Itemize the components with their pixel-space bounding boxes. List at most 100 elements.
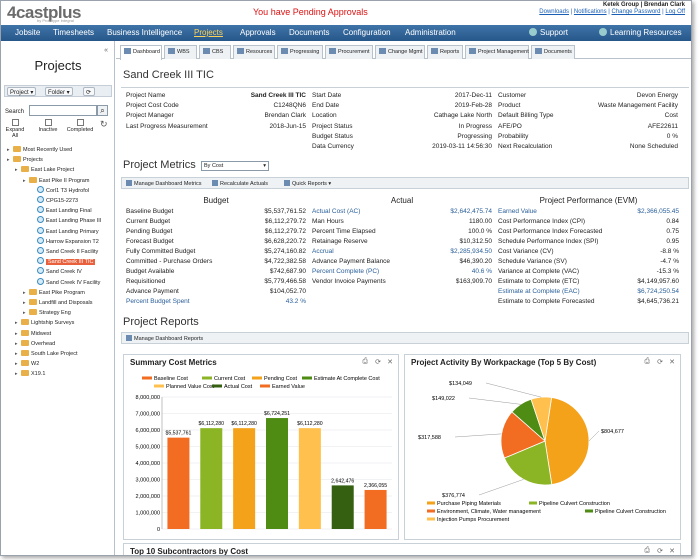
reload-icon[interactable]: ↻ xyxy=(100,119,108,129)
tree-item-sand-creek-iii-tic[interactable]: Sand Creek III TIC xyxy=(31,257,96,267)
bar-pending-cost[interactable] xyxy=(233,428,256,529)
manage-dashboard-reports-button[interactable]: Manage Dashboard Reports xyxy=(126,335,203,342)
tree-item-sand-creek-ii-facility[interactable]: Sand Creek II Facility xyxy=(31,247,98,257)
tab-reports[interactable]: Reports xyxy=(427,45,463,59)
tab-wbs[interactable]: WBS xyxy=(164,45,197,59)
expand-icon[interactable]: ▸ xyxy=(15,320,18,327)
logo[interactable]: 4castplus xyxy=(7,3,81,22)
downloads-link[interactable]: Downloads xyxy=(539,9,569,15)
tab-project-management[interactable]: Project Management xyxy=(465,45,529,59)
tree-item-projects[interactable]: ▸ Projects xyxy=(7,155,43,165)
bar-earned-value[interactable] xyxy=(364,489,387,529)
bar-actual-cost[interactable] xyxy=(331,485,354,529)
pie-slice-pipeline-culvert-construction[interactable] xyxy=(503,440,553,486)
expand-icon[interactable]: ▸ xyxy=(15,167,18,174)
project-search-input[interactable] xyxy=(29,105,97,116)
manage-dashboard-metrics-button[interactable]: Manage Dashboard Metrics xyxy=(126,180,202,187)
bar-current-cost[interactable] xyxy=(200,428,223,529)
tab-documents[interactable]: Documents xyxy=(531,45,575,59)
expand-icon[interactable]: ▸ xyxy=(15,340,18,347)
expand-icon[interactable]: ▸ xyxy=(23,177,26,184)
close-icon[interactable]: ✕ xyxy=(669,548,675,555)
nav-administration[interactable]: Administration xyxy=(405,28,456,37)
tree-item-corl1-t3-hydrofol[interactable]: Corl1 T3 Hydrofol xyxy=(31,185,89,196)
tree-item-east-landing-primary[interactable]: East Landing Primary xyxy=(31,226,99,237)
nav-jobsite[interactable]: Jobsite xyxy=(15,28,41,37)
tree-item-east-pike-program[interactable]: ▸ East Pike Program xyxy=(23,288,85,298)
refresh-icon[interactable]: ⟳ xyxy=(657,359,663,366)
metrics-select[interactable]: By Cost ▾ xyxy=(201,161,269,171)
tree-item-east-landing-final[interactable]: East Landing Final xyxy=(31,206,92,216)
tree-item-harrow-expansion-t2[interactable]: Harrow Expansion T2 xyxy=(31,236,99,247)
tree-item-overhead[interactable]: ▸ Overhead xyxy=(15,339,55,349)
tree-item-landfill-and-disposals[interactable]: ▸ Landfill and Disposals xyxy=(23,298,93,308)
inactive-checkbox[interactable]: Inactive xyxy=(37,119,59,133)
close-icon[interactable]: ✕ xyxy=(669,359,675,366)
expand-icon[interactable]: ▸ xyxy=(15,330,18,337)
bar-value-label: $6,724,251 xyxy=(264,411,290,417)
expand-icon[interactable]: ▸ xyxy=(7,147,10,153)
expand-icon[interactable]: ▸ xyxy=(15,351,18,357)
notifications-link[interactable]: Notifications xyxy=(573,9,607,15)
tab-change-mgmt[interactable]: Change Mgmt xyxy=(375,45,425,59)
expand-icon[interactable]: ▸ xyxy=(23,310,26,317)
folder-menu-button[interactable]: Folder ▾ xyxy=(45,87,73,96)
tree-item-cpg15-2273[interactable]: CPG15-2273 xyxy=(31,196,78,206)
expand-icon[interactable]: ▸ xyxy=(15,361,18,368)
expand-icon[interactable]: ▸ xyxy=(7,157,10,164)
expand-icon[interactable]: ▸ xyxy=(23,289,26,296)
project-menu-button[interactable]: Project ▾ xyxy=(7,87,37,96)
quick-reports-button[interactable]: Quick Reports ▾ xyxy=(284,180,331,187)
nav-projects[interactable]: Projects xyxy=(194,28,223,37)
tab-dashboard[interactable]: Dashboard xyxy=(120,45,162,60)
pie-slice-purchase-piping-materials[interactable] xyxy=(544,397,590,485)
bar-planned-value-cost[interactable] xyxy=(298,428,321,529)
expand-icon[interactable]: ▸ xyxy=(23,300,26,306)
bar-baseline-cost[interactable] xyxy=(167,437,190,529)
pending-approvals-notice[interactable]: You have Pending Approvals xyxy=(253,7,368,17)
nav-configuration[interactable]: Configuration xyxy=(343,28,391,37)
refresh-icon[interactable]: ⟳ xyxy=(657,548,663,555)
tree-item-east-landing-phase-iii[interactable]: East Landing Phase III xyxy=(31,216,101,226)
search-icon[interactable]: ⌕ xyxy=(97,105,108,116)
bar-estimate-at-complete-cost[interactable] xyxy=(266,418,288,529)
nav-approvals[interactable]: Approvals xyxy=(240,28,276,37)
recalculate-actuals-button[interactable]: Recalculate Actuals xyxy=(212,180,268,187)
close-icon[interactable]: ✕ xyxy=(387,359,393,366)
refresh-icon[interactable]: ⟳ xyxy=(375,359,381,366)
tab-cbs[interactable]: CBS xyxy=(199,45,231,59)
tree-item-sand-creek-iv-facility[interactable]: Sand Creek IV Facility xyxy=(31,277,100,288)
export-icon[interactable]: ⎙ xyxy=(644,358,650,365)
tab-procurement[interactable]: Procurement xyxy=(325,45,373,59)
pie-slice-environment-climate-water-management[interactable] xyxy=(500,411,546,459)
tree-item-midwest[interactable]: ▸ Midwest xyxy=(15,329,51,339)
tree-item-x19-1[interactable]: ▸ X19.1 xyxy=(15,369,45,379)
export-icon[interactable]: ⎙ xyxy=(644,547,650,554)
folder-icon xyxy=(29,309,37,316)
actual-header: Actual xyxy=(390,196,414,205)
collapse-sidebar-icon[interactable]: « xyxy=(104,47,108,54)
refresh-tree-icon[interactable]: ⟳ xyxy=(83,87,95,96)
nav-business-intelligence[interactable]: Business Intelligence xyxy=(107,28,183,37)
tab-progressing[interactable]: Progressing xyxy=(277,45,323,59)
tree-item-label: X19.1 xyxy=(31,371,46,378)
tree-item-south-lake-project[interactable]: ▸ South Lake Project xyxy=(15,349,77,359)
nav-support[interactable]: Support xyxy=(529,28,568,37)
nav-documents[interactable]: Documents xyxy=(289,28,330,37)
nav-timesheets[interactable]: Timesheets xyxy=(53,28,95,37)
completed-checkbox[interactable]: Completed xyxy=(65,119,95,133)
tab-resources[interactable]: Resources xyxy=(233,45,275,59)
tree-item-east-pike-ii-program[interactable]: ▸ East Pike II Program xyxy=(23,176,89,186)
tree-item-lightship-surveys[interactable]: ▸ Lightship Surveys xyxy=(15,318,74,328)
export-icon[interactable]: ⎙ xyxy=(362,358,368,365)
tree-item-east-lake-project[interactable]: ▸ East Lake Project xyxy=(15,165,74,175)
expand-icon[interactable]: ▸ xyxy=(15,371,18,378)
tree-item-sand-creek-iv[interactable]: Sand Creek IV xyxy=(31,267,82,277)
expand-all-checkbox[interactable]: Expand All xyxy=(5,119,25,139)
log-off-link[interactable]: Log Off xyxy=(665,9,685,15)
tree-item-w2[interactable]: ▸ W2 xyxy=(15,359,39,369)
change-password-link[interactable]: Change Password xyxy=(611,9,661,15)
tree-item-most-recently-used[interactable]: ▸ Most Recently Used xyxy=(7,145,72,155)
tree-item-strategy-eng[interactable]: ▸ Strategy Eng xyxy=(23,308,71,318)
nav-learning-resources[interactable]: Learning Resources xyxy=(599,28,682,37)
